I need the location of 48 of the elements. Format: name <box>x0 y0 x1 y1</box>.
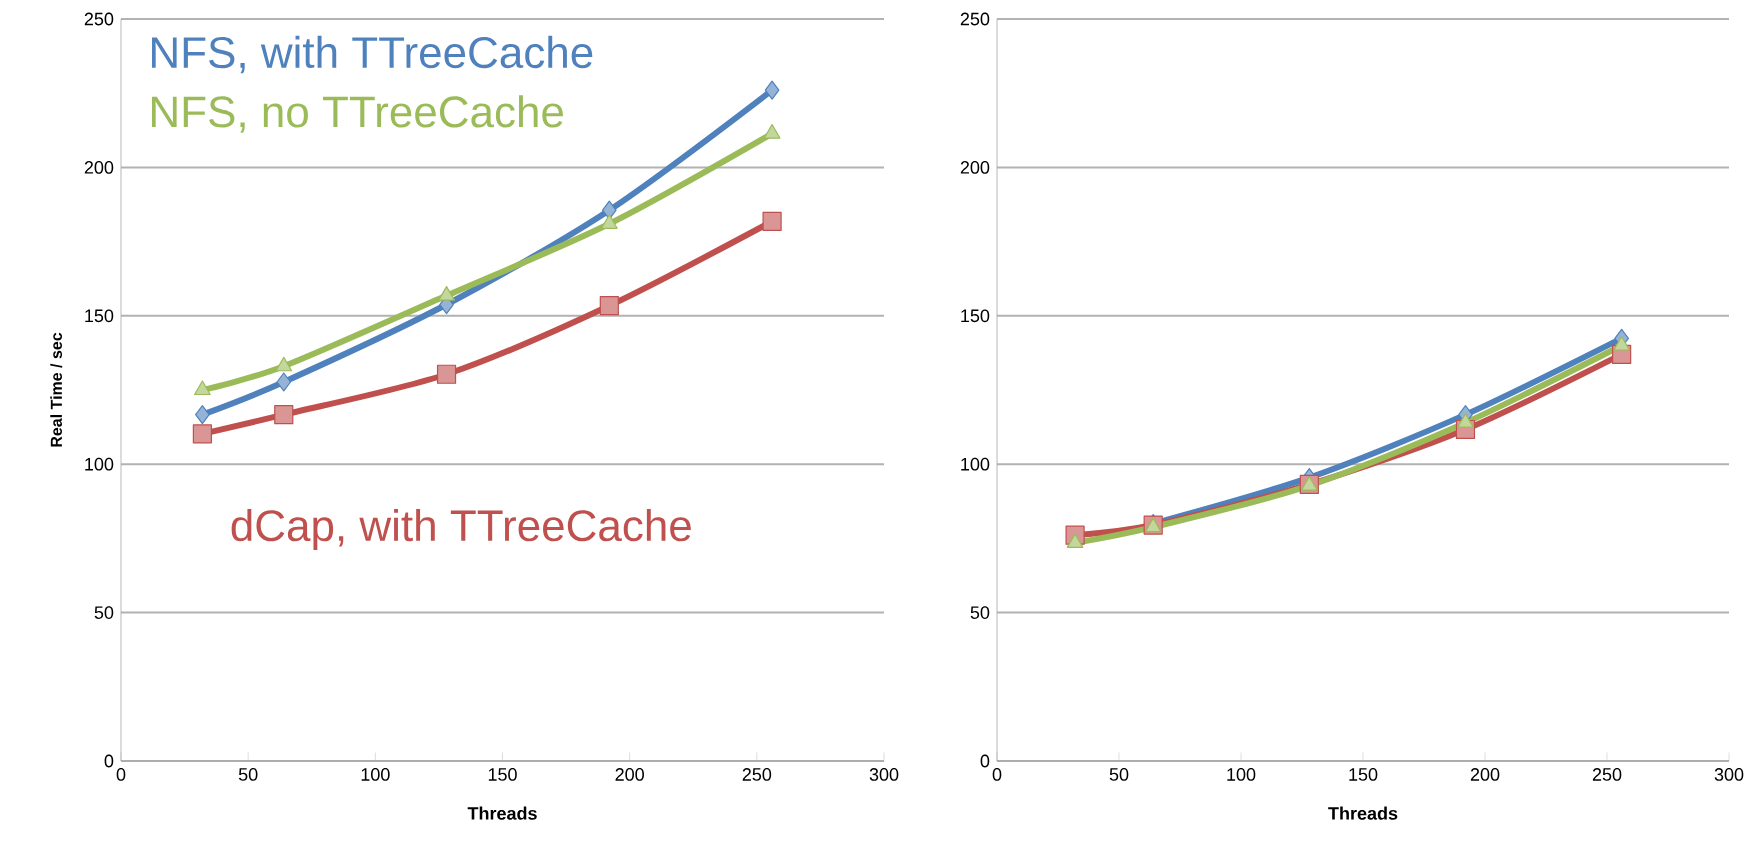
y-tick-label: 200 <box>960 161 990 174</box>
x-tick-label: 100 <box>1227 768 1256 781</box>
point <box>436 364 457 384</box>
y-tick-label: 100 <box>961 457 990 471</box>
x-tick-label: 150 <box>1349 768 1378 781</box>
x-tick-label: 200 <box>615 768 644 781</box>
y-axis-title: Real Time / sec <box>50 332 63 447</box>
point <box>600 214 618 229</box>
y-tick-label: 50 <box>970 606 990 619</box>
x-tick-label: 0 <box>992 768 1002 781</box>
point <box>194 380 211 396</box>
point <box>192 424 212 444</box>
x-tick-label: 100 <box>361 768 390 781</box>
point <box>763 123 781 139</box>
point <box>762 211 782 232</box>
point <box>599 296 619 316</box>
point <box>274 405 294 425</box>
y-tick-label: 250 <box>960 12 990 26</box>
y-tick-label: 150 <box>961 309 990 323</box>
x-tick-label: 300 <box>1714 768 1744 781</box>
point <box>438 286 455 301</box>
x-axis-title: Threads <box>467 806 537 820</box>
x-tick-label: 0 <box>116 768 126 781</box>
y-tick-label: 200 <box>84 161 114 174</box>
point <box>195 405 210 425</box>
y-tick-label: 250 <box>84 12 114 26</box>
text: NFS, no TTreeCache <box>152 95 563 133</box>
x-tick-label: 300 <box>869 768 899 781</box>
x-tick-label: 50 <box>1109 768 1129 781</box>
point <box>276 372 292 392</box>
x-tick-label: 200 <box>1470 768 1500 781</box>
point <box>601 200 617 220</box>
point <box>1066 533 1084 548</box>
y-tick-label: 100 <box>85 457 114 471</box>
text: NFS, with TTreeCache <box>152 35 593 74</box>
x-tick-label: 250 <box>742 768 772 781</box>
y-tick-label: 150 <box>85 309 114 323</box>
y-tick-label: 0 <box>104 754 114 768</box>
x-axis-title: Threads <box>1328 806 1398 820</box>
point <box>1457 413 1474 428</box>
x-tick-label: 50 <box>238 768 258 781</box>
point <box>764 80 780 100</box>
y-tick-label: 50 <box>94 606 114 619</box>
series-label: dCap, with TTreeCache <box>231 508 691 550</box>
x-tick-label: 250 <box>1592 768 1622 781</box>
y-tick-label: 0 <box>980 754 990 768</box>
point <box>275 356 293 372</box>
x-tick-label: 150 <box>488 768 517 781</box>
